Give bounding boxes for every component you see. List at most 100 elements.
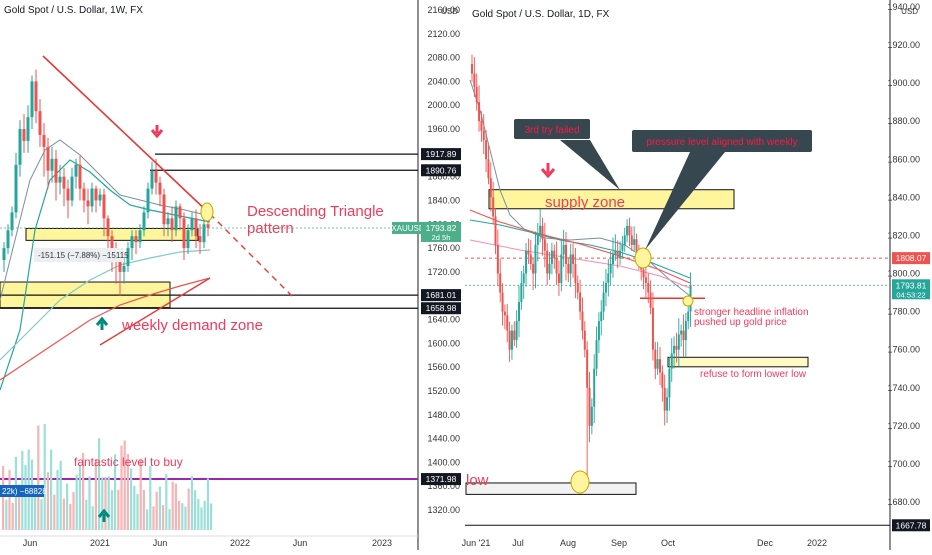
weekly-price-tick: 1440.00 xyxy=(427,434,460,444)
daily-candle-body xyxy=(682,330,685,341)
daily-candle-body xyxy=(546,250,549,274)
daily-candle-body xyxy=(659,359,661,373)
weekly-candle-body xyxy=(174,206,178,231)
daily-candle-body xyxy=(684,321,687,341)
annotation-fantastic-level: fantastic level to buy xyxy=(74,455,183,469)
weekly-volume-bar xyxy=(53,494,56,530)
daily-candle-body xyxy=(480,121,483,131)
weekly-volume-bar xyxy=(75,474,78,530)
daily-candle-body xyxy=(680,330,683,335)
weekly-volume-bar xyxy=(126,453,129,530)
daily-candle-body xyxy=(687,311,690,322)
daily-candle-body xyxy=(494,216,497,245)
weekly-candle-body xyxy=(46,146,50,171)
weekly-volume-bar xyxy=(123,440,126,530)
weekly-price-tick: 1560.00 xyxy=(427,362,460,372)
daily-candle-body xyxy=(595,340,598,369)
weekly-candle-body xyxy=(6,230,10,249)
weekly-candle-body xyxy=(82,188,86,201)
daily-candle-body xyxy=(492,197,495,217)
weekly-candle-body xyxy=(14,164,18,213)
weekly-price-tick: 1640.00 xyxy=(427,315,460,325)
daily-candle-body xyxy=(635,239,638,251)
weekly-candle-body xyxy=(38,111,42,135)
weekly-price-label-bg xyxy=(421,473,461,486)
weekly-measure-box xyxy=(34,248,124,262)
daily-candle-body xyxy=(583,330,586,350)
annotation-inflation-2: pushed up gold price xyxy=(694,317,787,328)
weekly-price-tick: 2160.00 xyxy=(427,5,460,15)
annotation-low: low xyxy=(466,472,489,489)
daily-candle-body xyxy=(532,263,535,274)
daily-candle-body xyxy=(487,159,490,179)
daily-time-tick: Aug xyxy=(560,538,576,548)
daily-candle-body xyxy=(567,263,570,274)
weekly-candle-body xyxy=(126,248,130,266)
weekly-volume-bar xyxy=(8,470,11,530)
weekly-rising-support-line xyxy=(99,277,211,346)
daily-chart-panel[interactable]: Gold Spot / U.S. Dollar, 1D, FX 1940.00 19… xyxy=(462,0,930,550)
weekly-volume-bar xyxy=(181,503,184,530)
weekly-candle-body xyxy=(178,206,182,219)
annotation-inflation-1: stronger headline inflation xyxy=(694,307,809,318)
daily-candle-body xyxy=(668,368,671,398)
daily-candle-body xyxy=(513,330,516,341)
daily-current-price-bg xyxy=(892,279,930,300)
daily-candle-body xyxy=(473,73,476,87)
weekly-volume-bar xyxy=(155,491,158,530)
weekly-candle-body xyxy=(170,218,174,231)
weekly-volume-bar xyxy=(110,490,113,530)
daily-price-tick: 1740.00 xyxy=(887,383,920,393)
weekly-price-tick: 1360.00 xyxy=(427,481,460,491)
weekly-price-tick: 1480.00 xyxy=(427,410,460,420)
daily-candle-body xyxy=(482,130,485,141)
daily-candle-body xyxy=(581,311,584,331)
daily-callout-box-2 xyxy=(632,130,812,152)
daily-candle-body xyxy=(661,372,664,388)
weekly-candle-body xyxy=(30,81,34,118)
weekly-price-label-bg xyxy=(421,148,461,161)
weekly-candle-body xyxy=(98,194,102,201)
weekly-chart-panel[interactable]: Gold Spot / U.S. Dollar, 1W, FX 2160.00 21… xyxy=(0,0,461,550)
weekly-candle-body xyxy=(198,236,202,243)
daily-candle-body xyxy=(548,263,551,274)
daily-candle-body xyxy=(630,235,633,245)
daily-candle-body xyxy=(515,321,518,341)
weekly-candle-body xyxy=(70,176,74,201)
weekly-volume-bar xyxy=(117,489,120,530)
daily-down-arrow-icon xyxy=(540,163,556,179)
weekly-volume-bar xyxy=(136,493,139,530)
weekly-volume-label-bg xyxy=(0,485,44,497)
weekly-current-price: 1793.82 xyxy=(426,223,457,233)
daily-low-zone xyxy=(465,482,637,495)
daily-moving-average xyxy=(469,239,691,289)
daily-price-label-bg xyxy=(892,252,930,265)
daily-candle-body xyxy=(588,387,591,426)
daily-candle-body xyxy=(539,225,542,236)
weekly-moving-average xyxy=(0,159,211,391)
weekly-volume-bar xyxy=(149,466,152,530)
weekly-candle-body xyxy=(154,170,158,183)
weekly-volume-bar xyxy=(130,468,133,530)
weekly-volume-bar xyxy=(24,465,27,530)
weekly-volume-bar xyxy=(104,477,107,530)
daily-plot-area xyxy=(465,0,890,536)
weekly-volume-bar xyxy=(171,481,174,530)
daily-pressure-marker xyxy=(634,247,652,269)
weekly-price-tick: 2080.00 xyxy=(427,53,460,63)
weekly-price-label-bg xyxy=(421,164,461,177)
weekly-volume-bar xyxy=(142,489,145,530)
weekly-candle-body xyxy=(122,265,126,272)
weekly-candle-body xyxy=(74,164,78,177)
weekly-price-label: 1917.89 xyxy=(426,149,457,159)
daily-candle-body xyxy=(616,250,619,259)
annotation-supply-zone: supply zone xyxy=(545,194,625,211)
daily-price-label-bg xyxy=(892,519,930,532)
daily-price-tick: 1800.00 xyxy=(887,269,920,279)
daily-candle-body xyxy=(619,250,622,259)
daily-price-tick: 1760.00 xyxy=(887,345,920,355)
weekly-time-tick: 2021 xyxy=(90,538,110,548)
daily-candle-body xyxy=(647,283,650,293)
daily-candle-body xyxy=(522,273,525,284)
